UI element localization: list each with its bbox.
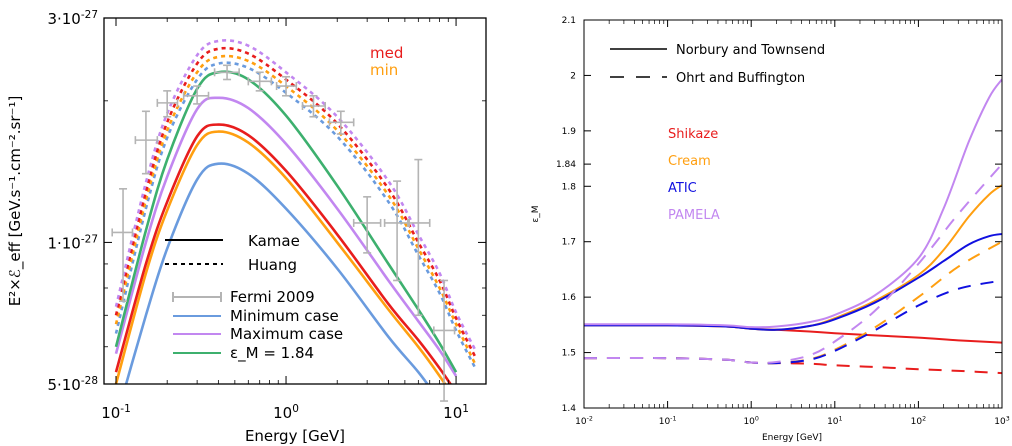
right-y-tick-label-4: 1.8 — [562, 182, 577, 192]
right-y-tick-label-3: 1.7 — [562, 238, 576, 248]
left-legend-series: Fermi 2009 Minimum case Maximum case ε_M… — [172, 288, 343, 363]
legend-huang-label: Huang — [248, 256, 297, 274]
right-plot-frame — [583, 19, 1003, 409]
left-x-tick-label-1: 100 — [273, 403, 299, 422]
right-x-axis-label: Energy [GeV] — [762, 433, 822, 443]
right-legend-colors: Shikaze Cream ATIC PAMELA — [668, 127, 720, 223]
right-x-tick-label-2: 100 — [743, 415, 758, 427]
left-y-tick-label-0: 5·10-28 — [47, 375, 98, 394]
left-plot-frame — [103, 17, 487, 385]
right-x-tick-label-5: 103 — [994, 415, 1009, 427]
legend-cream-label: Cream — [668, 154, 711, 169]
legend-shikaze-label: Shikaze — [668, 127, 718, 142]
right-legend-linestyles: Norbury and Townsend Ohrt and Buffington — [610, 43, 825, 86]
left-ticks: 10-1 100 101 5·10-28 1·10-27 3·10-27 — [47, 9, 486, 422]
right-y-tick-label-8: 2.1 — [562, 16, 576, 26]
right-y-tick-label-6: 1.9 — [562, 127, 577, 137]
left-series-0-solid-line — [124, 162, 430, 384]
left-chart: 10-1 100 101 5·10-28 1·10-27 3·10-27 Energy [… — [6, 9, 487, 445]
right-series-atic-dashed-line — [584, 279, 1002, 365]
left-series-3-solid-line — [114, 96, 458, 377]
right-series-pamela-dashed-line — [584, 163, 1002, 364]
left-y-tick-label-2: 3·10-27 — [47, 9, 98, 28]
right-x-tick-label-4: 102 — [911, 415, 926, 427]
right-chart: 10-2 10-1 100 101 102 103 1.4 1.5 1.6 1.7 1.8 1.84 1… — [531, 16, 1010, 443]
legend-atic-label: ATIC — [668, 181, 697, 196]
right-x-tick-label-1: 10-1 — [659, 415, 677, 427]
left-y-tick-label-1: 1·10-27 — [47, 233, 98, 252]
right-series-cream-dashed-line — [584, 240, 1002, 365]
legend-norbury-label: Norbury and Townsend — [676, 43, 825, 58]
right-x-tick-label-3: 101 — [827, 415, 842, 427]
right-ticks: 10-2 10-1 100 101 102 103 1.4 1.5 1.6 1.7 1.8 1.84 1… — [556, 16, 1010, 427]
legend-pamela-label: PAMELA — [668, 208, 720, 223]
right-series-cream-solid-line — [584, 184, 1002, 331]
legend-ohrt-label: Ohrt and Buffington — [676, 71, 805, 86]
left-data-points — [111, 64, 456, 402]
left-series-2-solid-line — [114, 123, 453, 384]
right-y-axis-label: ε_M — [531, 205, 541, 222]
left-series-5-dashed-line — [114, 61, 477, 369]
left-x-axis-label: Energy [GeV] — [245, 427, 345, 445]
legend-epsilon-label: ε_M = 1.84 — [230, 344, 314, 363]
legend-minimum-label: Minimum case — [230, 307, 339, 325]
right-y-tick-label-0: 1.4 — [562, 404, 577, 414]
left-legend-linestyles: Kamae Huang — [165, 232, 300, 274]
right-x-tick-label-0: 10-2 — [575, 415, 593, 427]
legend-fermi-label: Fermi 2009 — [230, 288, 315, 306]
right-curves — [584, 78, 1002, 375]
left-x-tick-label-0: 10-1 — [101, 403, 131, 422]
legend-kamae-label: Kamae — [248, 232, 300, 250]
right-series-pamela-solid-line — [584, 78, 1002, 329]
right-y-tick-label-1: 1.5 — [562, 349, 576, 359]
left-series-1-solid-line — [114, 130, 447, 384]
legend-maximum-label: Maximum case — [230, 325, 343, 343]
right-series-atic-solid-line — [584, 233, 1002, 331]
left-y-axis-label: E²×ℰ_eff [GeV.s⁻¹.cm⁻².sr⁻¹] — [6, 96, 25, 307]
annotation-med: med — [370, 44, 403, 62]
right-y-tick-label-2: 1.6 — [562, 293, 577, 303]
right-y-tick-label-7: 2 — [570, 71, 576, 81]
annotation-min: min — [370, 61, 398, 79]
left-x-tick-label-2: 101 — [443, 403, 469, 422]
right-y-tick-label-5: 1.84 — [556, 160, 576, 170]
